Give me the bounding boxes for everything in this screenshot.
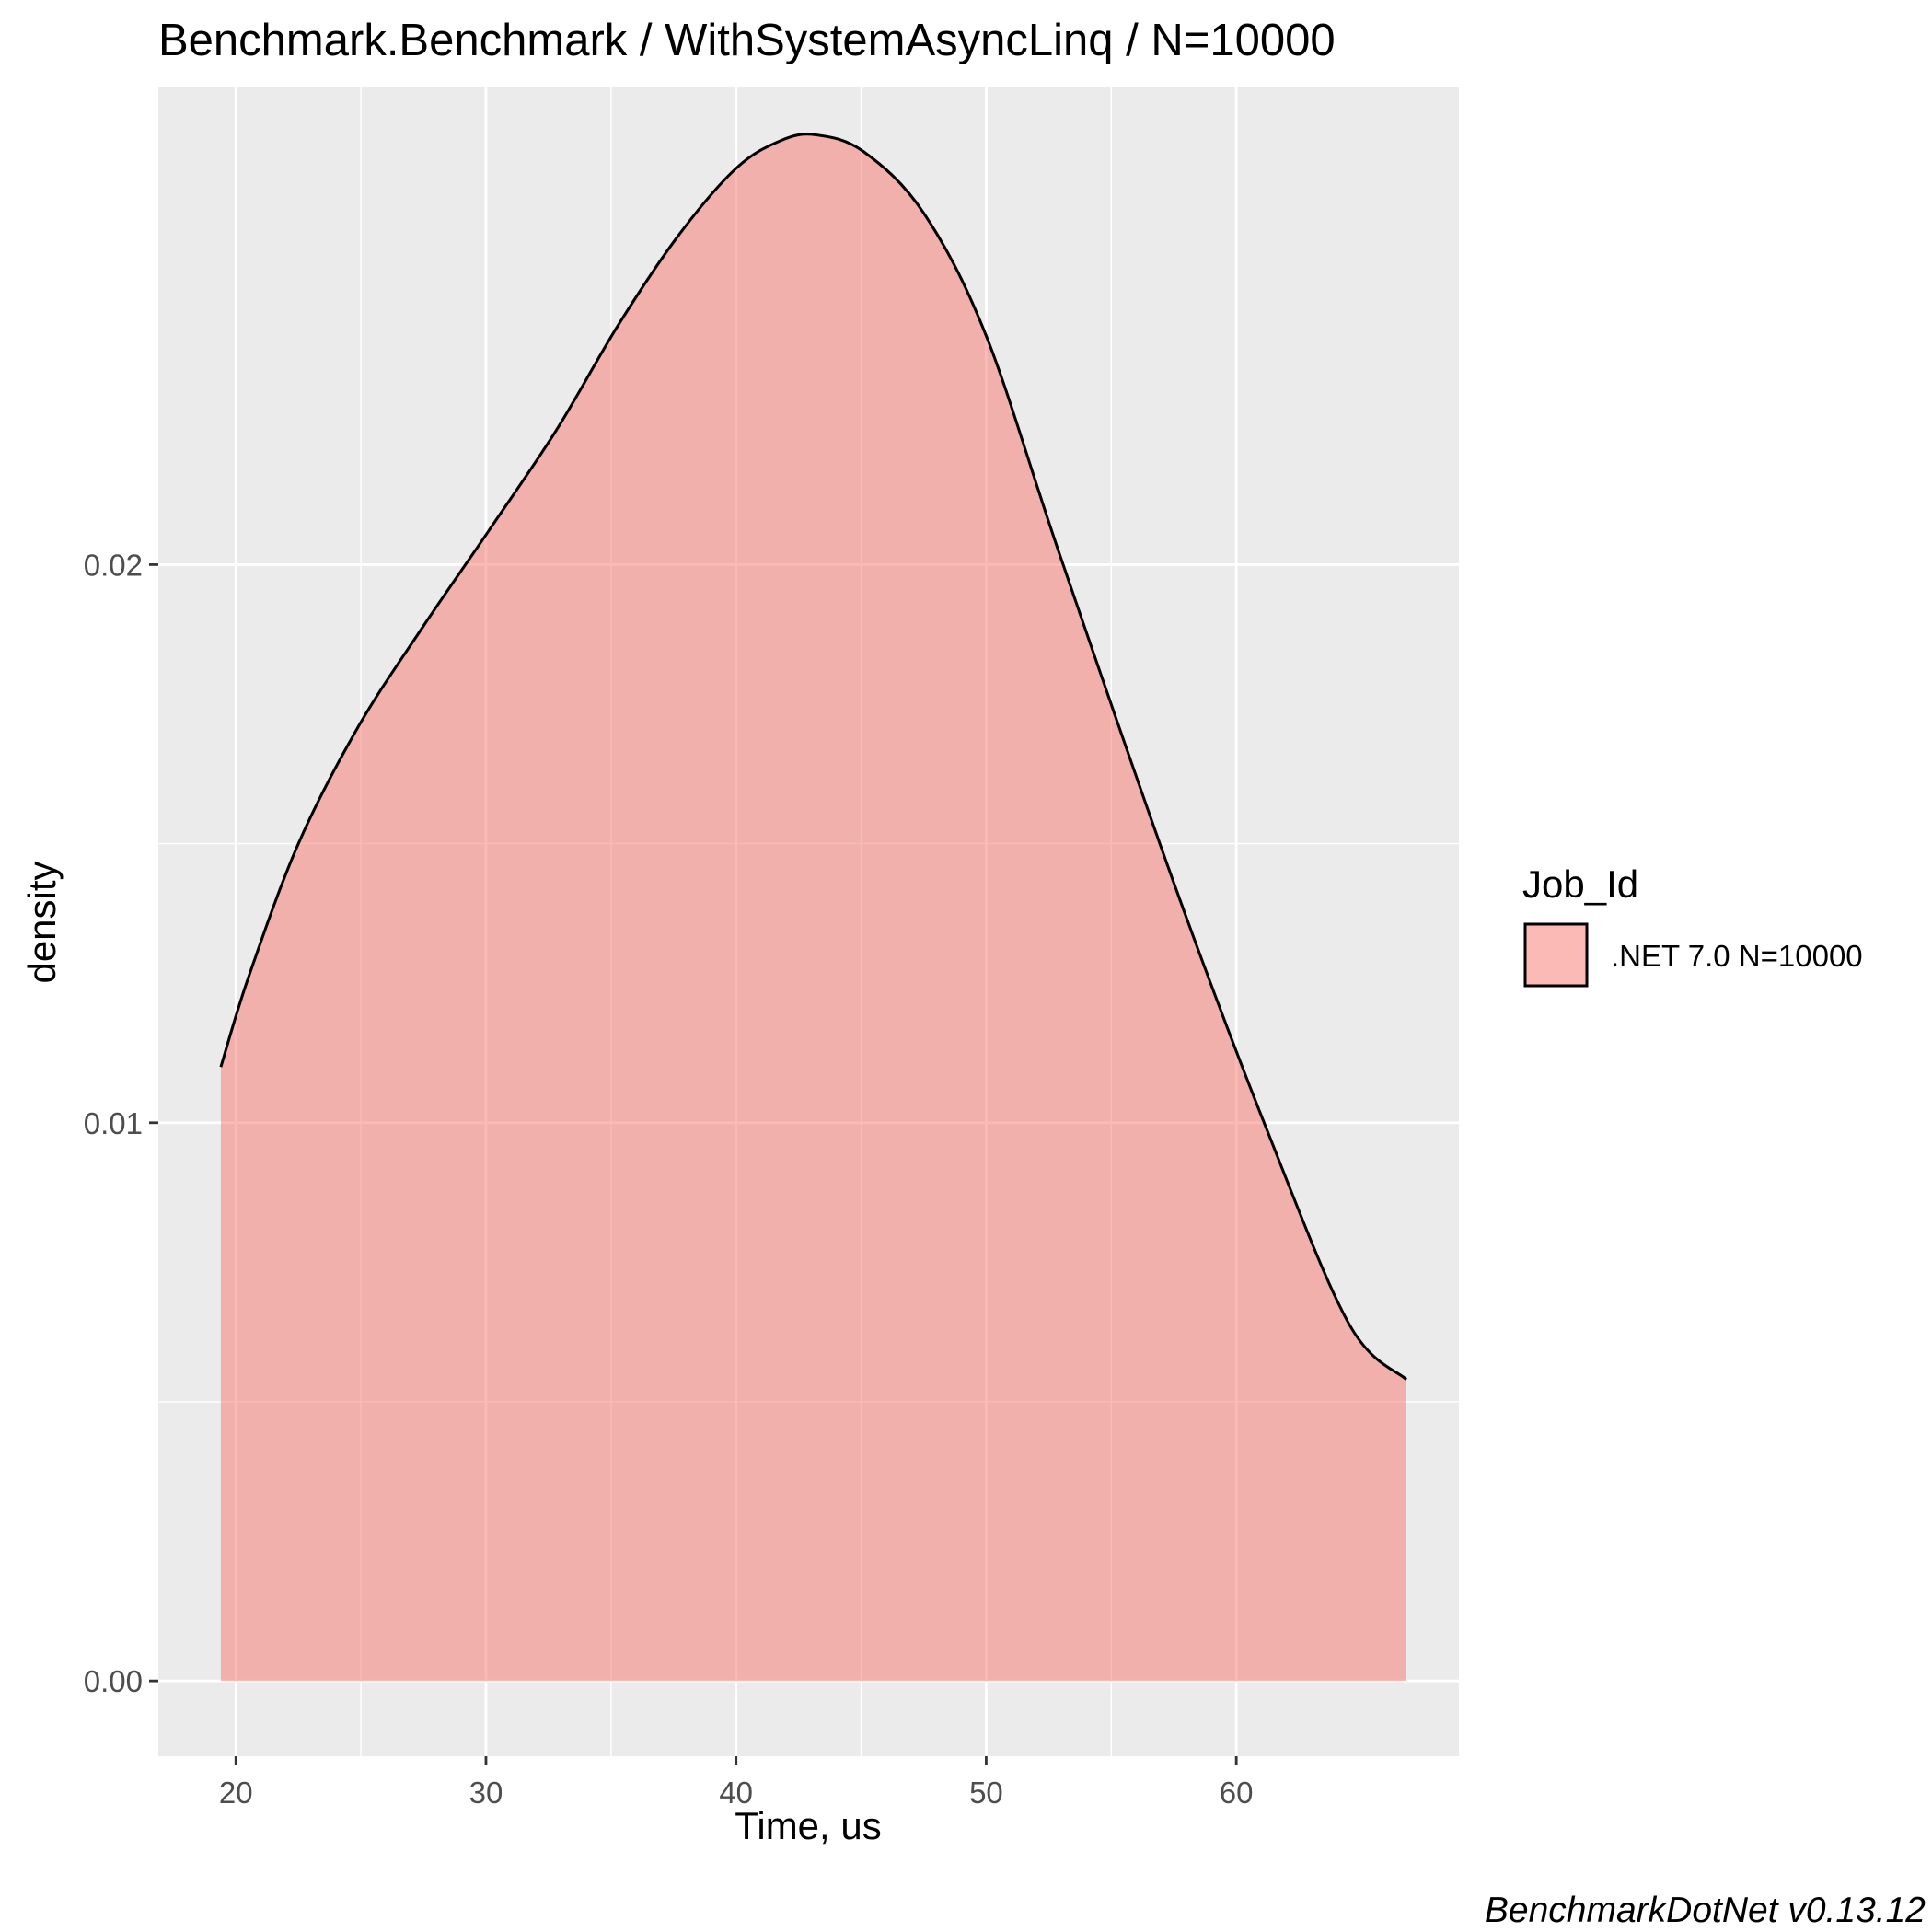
density-area <box>220 133 1406 1682</box>
x-tick-label: 60 <box>1220 1776 1254 1810</box>
axis-ticks: 20 30 40 50 60 0.00 0.01 0.02 <box>84 548 1254 1810</box>
chart-title: Benchmark.Benchmark / WithSystemAsyncLin… <box>158 16 1336 65</box>
y-tick-label: 0.00 <box>84 1664 143 1698</box>
legend-title: Job_Id <box>1522 862 1638 906</box>
x-tick-label: 30 <box>469 1776 503 1810</box>
y-tick-label: 0.02 <box>84 548 143 582</box>
x-tick-label: 50 <box>969 1776 1003 1810</box>
x-tick-label: 20 <box>219 1776 253 1810</box>
legend-swatch <box>1523 922 1589 988</box>
chart-caption: BenchmarkDotNet v0.13.12 <box>1485 1891 1926 1930</box>
y-tick-label: 0.01 <box>84 1106 143 1140</box>
y-axis-title: density <box>20 861 64 983</box>
density-line <box>219 133 1407 1381</box>
x-tick-label: 40 <box>719 1776 753 1810</box>
series-layer <box>219 133 1407 1682</box>
x-axis-title: Time, us <box>735 1804 881 1847</box>
legend-entry-label: .NET 7.0 N=10000 <box>1611 939 1863 973</box>
